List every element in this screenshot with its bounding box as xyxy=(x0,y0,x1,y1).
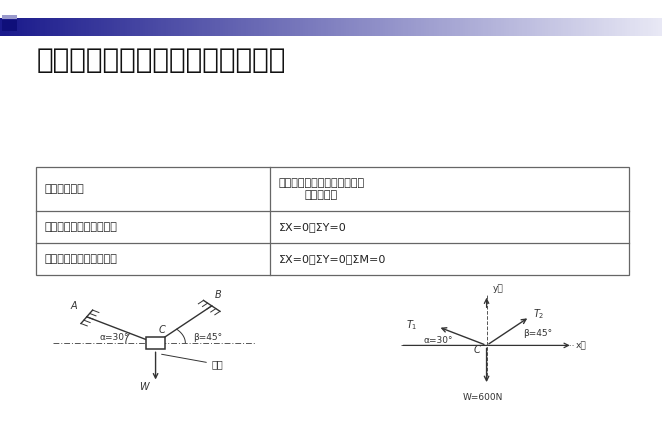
Text: ΣX=0，ΣY=0，ΣM=0: ΣX=0，ΣY=0，ΣM=0 xyxy=(279,254,386,264)
Text: $T_1$: $T_1$ xyxy=(406,319,418,332)
Text: ΣX=0，ΣY=0: ΣX=0，ΣY=0 xyxy=(279,222,346,232)
Text: C: C xyxy=(159,325,166,335)
Text: W=600N: W=600N xyxy=(463,393,503,402)
Bar xyxy=(36,167,629,275)
Text: x轴: x轴 xyxy=(576,341,587,350)
Text: 平面汇交力系的平衡条件: 平面汇交力系的平衡条件 xyxy=(44,222,117,232)
Text: 一般平面力系的平衡条件: 一般平面力系的平衡条件 xyxy=(44,254,117,264)
Text: A: A xyxy=(70,301,77,311)
Text: α=30°: α=30° xyxy=(99,333,129,342)
Bar xyxy=(2,15,17,19)
Bar xyxy=(2,20,17,31)
Text: β=45°: β=45° xyxy=(523,329,552,338)
Text: 掌握平面力系的平衡条件极其应用: 掌握平面力系的平衡条件极其应用 xyxy=(36,46,286,74)
Text: α=30°: α=30° xyxy=(424,336,453,345)
Text: 二力平衡条件: 二力平衡条件 xyxy=(44,184,84,194)
Text: 物体: 物体 xyxy=(162,354,224,370)
Bar xyxy=(146,337,165,349)
Text: C: C xyxy=(473,345,480,356)
Text: W: W xyxy=(139,382,148,392)
Text: B: B xyxy=(215,290,222,300)
Text: 两个力大小相等，方向相反，
作用线重合: 两个力大小相等，方向相反， 作用线重合 xyxy=(279,179,365,200)
Text: y轴: y轴 xyxy=(493,285,504,293)
Text: $T_2$: $T_2$ xyxy=(533,308,544,322)
Text: β=45°: β=45° xyxy=(193,333,222,342)
